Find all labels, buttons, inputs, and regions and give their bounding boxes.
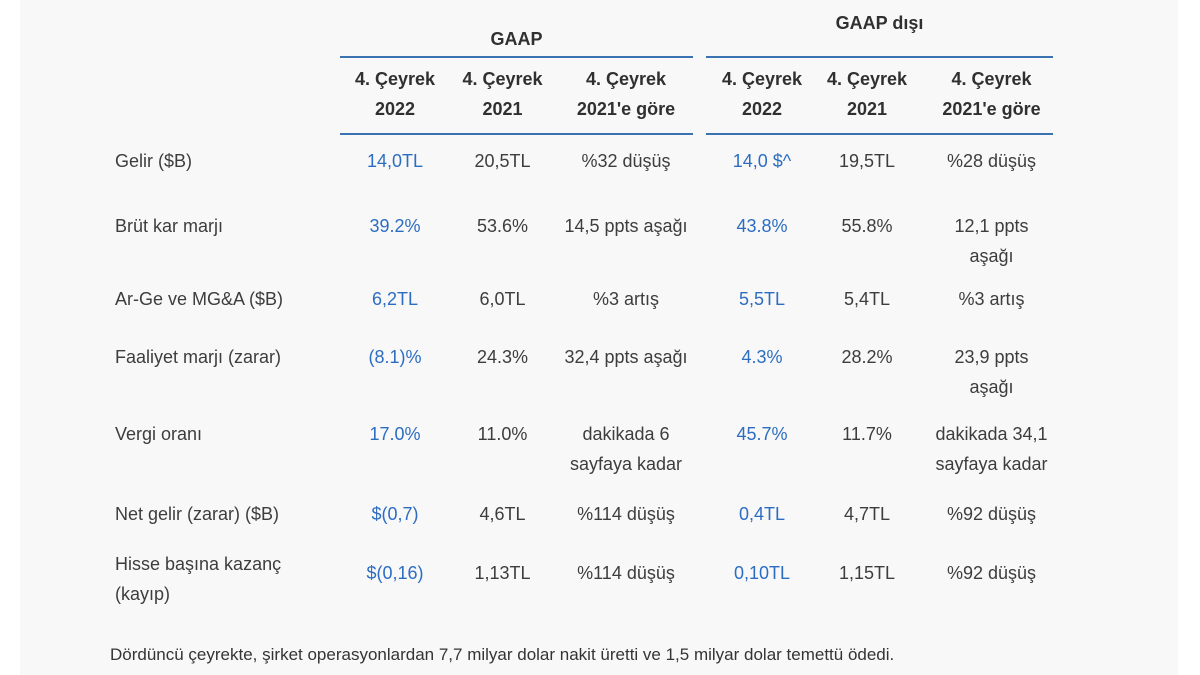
group-gap <box>697 488 713 546</box>
row-label: Gelir ($B) <box>115 151 193 171</box>
cell-gaap-change: dakikada 6 sayfaya kadar <box>569 424 683 474</box>
cell-gaap-2021: 20,5TL <box>474 151 531 171</box>
row-label: Brüt kar marjı <box>115 216 224 236</box>
group-gap <box>697 134 713 198</box>
cell-gaap-change: %32 düşüş <box>581 151 671 171</box>
cell-gaap-change: %114 düşüş <box>577 504 675 524</box>
cell-gaap-2022: 6,2TL <box>371 289 419 309</box>
row-label: Ar-Ge ve MG&A ($B) <box>115 289 284 309</box>
cell-non-gaap-2022: 43.8% <box>736 216 788 236</box>
cell-non-gaap-2021: 4,7TL <box>843 504 891 524</box>
group-gap <box>697 546 713 618</box>
cell-gaap-2022: 17.0% <box>369 424 421 444</box>
row-label: Net gelir (zarar) ($B) <box>115 504 280 524</box>
group-gap <box>697 270 713 332</box>
cell-gaap-2021: 11.0% <box>477 424 528 444</box>
cell-non-gaap-2021: 28.2% <box>841 347 893 367</box>
group-gap <box>697 332 713 408</box>
cell-non-gaap-2022: 0,10TL <box>733 563 791 583</box>
footnote-text: Dördüncü çeyrekte, şirket operasyonlarda… <box>110 645 895 664</box>
cell-gaap-change: %3 artış <box>592 289 660 309</box>
cell-non-gaap-change: dakikada 34,1 sayfaya kadar <box>935 424 1048 474</box>
group-gap <box>697 64 713 134</box>
cell-gaap-2022: $(0,7) <box>371 504 419 524</box>
non-gaap-header-bottom-rule <box>706 133 1053 135</box>
group-gap <box>697 408 713 488</box>
cell-non-gaap-2021: 1,15TL <box>838 563 896 583</box>
financial-results-table: 4. Çeyrek 2022 4. Çeyrek 2021 4. Çeyrek … <box>115 64 1060 618</box>
cell-non-gaap-change: %92 düşüş <box>946 504 1037 524</box>
cell-non-gaap-2022: 45.7% <box>736 424 788 444</box>
cell-non-gaap-2022: 0,4TL <box>738 504 786 524</box>
cell-non-gaap-2021: 55.8% <box>841 216 893 236</box>
row-label: Vergi oranı <box>115 424 203 444</box>
column-header-non-gaap-change: 4. Çeyrek 2021'e göre <box>942 69 1041 119</box>
row-label: Faaliyet marjı (zarar) <box>115 347 282 367</box>
cell-non-gaap-2021: 5,4TL <box>843 289 891 309</box>
cell-non-gaap-change: %28 düşüş <box>946 151 1037 171</box>
cell-gaap-2021: 6,0TL <box>479 289 526 309</box>
group-gap <box>697 198 713 270</box>
cell-gaap-2022: 14,0TL <box>366 151 424 171</box>
column-header-gaap-2021: 4. Çeyrek 2021 <box>462 69 543 119</box>
group-header-gaap: GAAP <box>490 29 543 49</box>
cell-gaap-change: 32,4 ppts aşağı <box>564 347 688 367</box>
cell-non-gaap-change: %92 düşüş <box>946 563 1037 583</box>
cell-gaap-change: 14,5 ppts aşağı <box>564 216 688 236</box>
cell-gaap-2021: 1,13TL <box>474 563 531 583</box>
cell-gaap-2021: 53.6% <box>476 216 529 236</box>
spacer-cell <box>115 64 340 134</box>
cell-gaap-change: %114 düşüş <box>577 563 675 583</box>
non-gaap-group-top-rule <box>706 56 1053 58</box>
column-header-gaap-2022: 4. Çeyrek 2022 <box>354 69 436 119</box>
article-background <box>20 0 1178 675</box>
cell-non-gaap-2021: 11.7% <box>842 424 892 444</box>
cell-non-gaap-2021: 19,5TL <box>838 151 896 171</box>
row-label: Hisse başına kazanç (kayıp) <box>115 554 282 604</box>
gaap-header-bottom-rule <box>340 133 693 135</box>
cell-non-gaap-change: 23,9 ppts aşağı <box>954 347 1029 397</box>
column-header-non-gaap-2021: 4. Çeyrek 2021 <box>826 69 908 119</box>
cell-gaap-2022: (8.1)% <box>368 347 422 367</box>
cell-non-gaap-2022: 5,5TL <box>738 289 786 309</box>
cell-gaap-2022: 39.2% <box>369 216 421 236</box>
cell-non-gaap-2022: 14,0 $^ <box>732 151 792 171</box>
group-header-non-gaap: GAAP dışı <box>835 13 924 33</box>
cell-gaap-2022: $(0,16) <box>366 563 424 583</box>
cell-non-gaap-2022: 4.3% <box>741 347 783 367</box>
gaap-group-top-rule <box>340 56 693 58</box>
cell-gaap-2021: 24.3% <box>476 347 529 367</box>
column-header-gaap-change: 4. Çeyrek 2021'e göre <box>576 69 676 119</box>
column-header-non-gaap-2022: 4. Çeyrek 2022 <box>721 69 803 119</box>
cell-non-gaap-change: 12,1 ppts aşağı <box>954 216 1029 266</box>
cell-gaap-2021: 4,6TL <box>479 504 526 524</box>
cell-non-gaap-change: %3 artış <box>958 289 1025 309</box>
